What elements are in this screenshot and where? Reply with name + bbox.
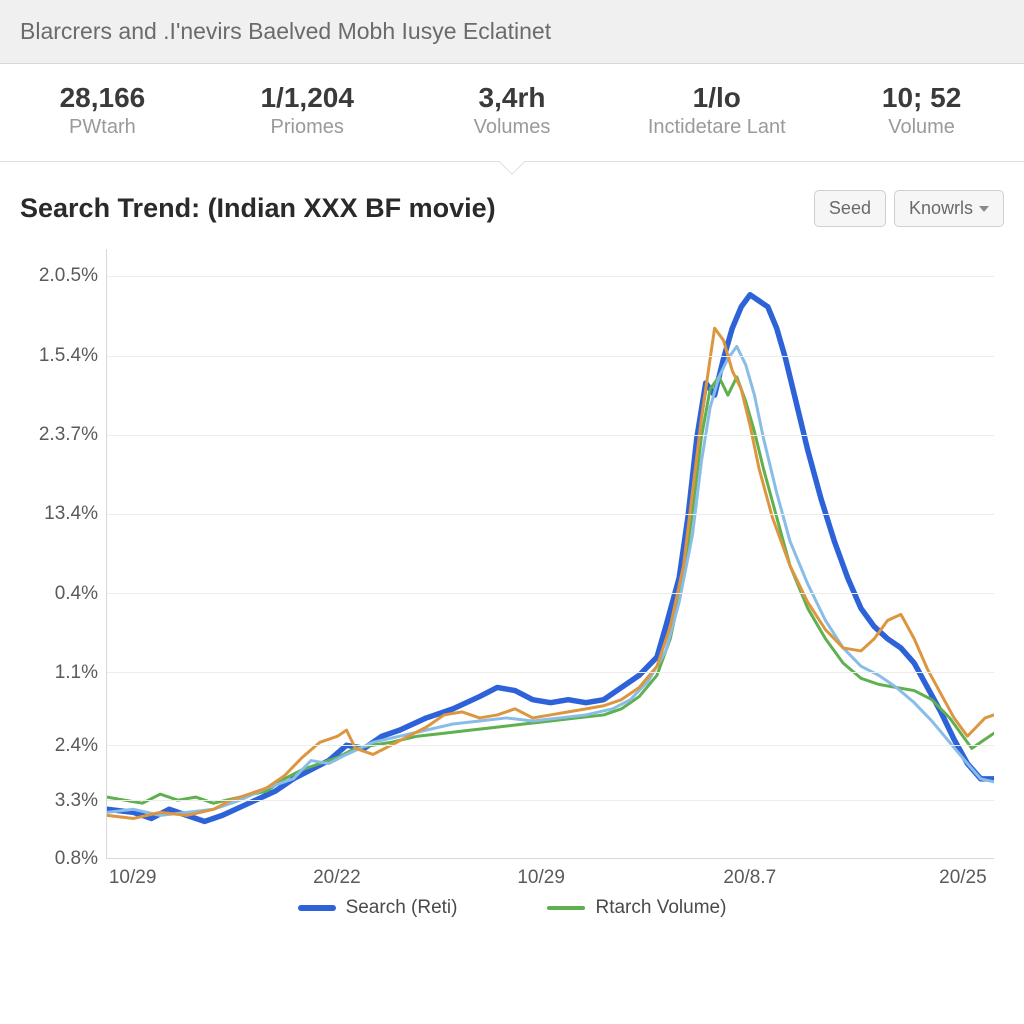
chart-buttons: Seed Knowrls	[814, 190, 1004, 227]
legend-swatch	[547, 906, 585, 910]
stat-label: Priomes	[205, 116, 410, 139]
seed-button-label: Seed	[829, 198, 871, 219]
legend-label: Rtarch Volume)	[595, 897, 726, 919]
legend: Search (Reti) Rtarch Volume)	[20, 897, 1004, 919]
stat-item: 1/1,204Priomes	[205, 82, 410, 139]
legend-item: Rtarch Volume)	[547, 897, 726, 919]
stat-value: 1/lo	[614, 82, 819, 114]
stat-item: 3,4rhVolumes	[410, 82, 615, 139]
gridline	[107, 435, 994, 436]
stat-label: Inctidetare Lant	[614, 116, 819, 139]
stat-item: 10; 52Volume	[819, 82, 1024, 139]
y-tick-label: 3.3%	[55, 790, 98, 812]
x-tick-label: 10/29	[517, 867, 565, 889]
chart-title: Search Trend: (Indian XXX BF movie)	[20, 193, 496, 224]
legend-item: Search (Reti)	[298, 897, 458, 919]
y-tick-label: 2.0.5%	[39, 265, 98, 287]
chart-svg	[107, 249, 994, 858]
y-tick-label: 2.4%	[55, 735, 98, 757]
y-axis: 2.0.5%1.5.4%2.3.7%13.4%0.4%1.1%2.4%3.3%0…	[20, 249, 106, 859]
y-tick-label: 2.3.7%	[39, 424, 98, 446]
stat-label: Volumes	[410, 116, 615, 139]
stat-value: 1/1,204	[205, 82, 410, 114]
chart-section: Search Trend: (Indian XXX BF movie) Seed…	[0, 162, 1024, 929]
stat-value: 10; 52	[819, 82, 1024, 114]
x-tick-label: 20/25	[939, 867, 987, 889]
chart-header: Search Trend: (Indian XXX BF movie) Seed…	[20, 190, 1004, 227]
y-tick-label: 0.4%	[55, 583, 98, 605]
y-tick-label: 13.4%	[44, 503, 98, 525]
y-tick-label: 1.5.4%	[39, 345, 98, 367]
series-line	[107, 295, 994, 822]
legend-swatch	[298, 905, 336, 911]
stat-value: 28,166	[0, 82, 205, 114]
series-line	[107, 377, 994, 803]
x-axis: 10/29 20/22 10/29 20/8.7 20/25	[106, 861, 994, 891]
chart-wrap: 2.0.5% 1.5.4% 2.3.7% 13.4% 0.4% 1.1% 2.4% 3.3% 0…	[20, 249, 1004, 919]
seed-button[interactable]: Seed	[814, 190, 886, 227]
gridline	[107, 593, 994, 594]
stat-label: PWtarh	[0, 116, 205, 139]
x-tick-label: 20/8.7	[723, 867, 776, 889]
header-bar: Blarcrers and .I'nevirs Baelved Mobh Ius…	[0, 0, 1024, 64]
knowrls-button[interactable]: Knowrls	[894, 190, 1004, 227]
y-tick-label: 0.8%	[55, 848, 98, 870]
header-title: Blarcrers and .I'nevirs Baelved Mobh Ius…	[20, 18, 551, 44]
stat-label: Volume	[819, 116, 1024, 139]
x-tick-label: 10/29	[109, 867, 157, 889]
gridline	[107, 745, 994, 746]
gridline	[107, 672, 994, 673]
chevron-down-icon	[979, 206, 989, 212]
gridline	[107, 514, 994, 515]
gridline	[107, 356, 994, 357]
stat-item: 28,166PWtarh	[0, 82, 205, 139]
stat-item: 1/loInctidetare Lant	[614, 82, 819, 139]
gridline	[107, 800, 994, 801]
stat-value: 3,4rh	[410, 82, 615, 114]
gridline	[107, 276, 994, 277]
x-tick-label: 20/22	[313, 867, 361, 889]
plot-area	[106, 249, 994, 859]
stats-row: 28,166PWtarh1/1,204Priomes3,4rhVolumes1/…	[0, 64, 1024, 162]
legend-label: Search (Reti)	[346, 897, 458, 919]
knowrls-button-label: Knowrls	[909, 198, 973, 219]
y-tick-label: 1.1%	[55, 662, 98, 684]
